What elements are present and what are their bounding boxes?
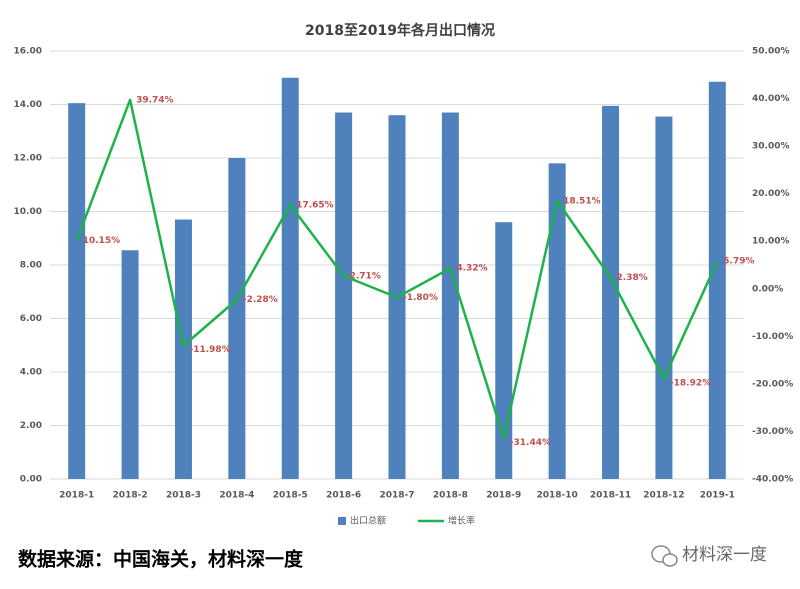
bar (548, 163, 566, 479)
x-tick-label: 2018-8 (433, 491, 468, 501)
x-tick-label: 2018-7 (379, 491, 414, 501)
y-tick-label: 8.00 (20, 261, 42, 271)
y2-tick-label: -10.00% (752, 332, 793, 342)
bar (441, 112, 459, 480)
x-tick-label: 2019-1 (700, 491, 735, 501)
legend-label: 出口总额 (350, 515, 386, 527)
value-label: -2.28% (243, 295, 278, 305)
x-tick-label: 2018-4 (219, 491, 254, 501)
y-tick-label: 10.00 (14, 207, 42, 217)
y-tick-label: 16.00 (14, 47, 42, 57)
bar (174, 219, 192, 479)
y-tick-label: 6.00 (20, 314, 42, 324)
y-tick-label: 2.00 (20, 421, 42, 431)
x-tick-label: 2018-1 (59, 491, 94, 501)
value-label: 5.79% (723, 257, 754, 267)
chart-title: 2018至2019年各月出口情况 (305, 22, 495, 39)
value-label: 4.32% (456, 264, 487, 274)
bar (68, 103, 86, 479)
y-tick-label: 12.00 (14, 154, 42, 164)
bar (602, 105, 620, 480)
legend-swatch (338, 517, 346, 525)
bar (335, 112, 353, 480)
watermark: 材料深一度 (682, 545, 767, 565)
value-label: 17.65% (296, 200, 334, 210)
y2-tick-label: 20.00% (752, 189, 790, 199)
y-tick-label: 0.00 (20, 475, 42, 485)
bar (655, 116, 673, 479)
y2-tick-label: -20.00% (752, 379, 793, 389)
x-tick-label: 2018-6 (326, 491, 361, 501)
bar (228, 158, 246, 479)
value-label: -1.80% (403, 293, 438, 303)
y2-tick-label: 0.00% (752, 284, 783, 294)
x-tick-label: 2018-12 (643, 491, 684, 501)
icon-bubble (662, 553, 678, 567)
y-tick-label: 4.00 (20, 368, 42, 378)
value-label: -31.44% (510, 438, 551, 448)
value-label: 18.51% (563, 196, 601, 206)
y2-tick-label: 10.00% (752, 237, 790, 247)
value-label: -11.98% (189, 345, 230, 355)
y2-tick-label: 50.00% (752, 47, 790, 57)
y-tick-label: 14.00 (14, 100, 42, 110)
line (75, 98, 719, 440)
value-label: 2.71% (350, 271, 381, 281)
source: 数据来源：中国海关，材料深一度 (18, 548, 304, 571)
bar (708, 81, 726, 479)
value-label: 2.38% (617, 273, 648, 283)
bar (281, 77, 299, 479)
watermark-icon (651, 545, 678, 567)
value-label: -18.92% (670, 378, 711, 388)
x-tick-label: 2018-9 (486, 491, 521, 501)
value-label: 39.74% (136, 95, 174, 105)
x-tick-label: 2018-2 (113, 491, 148, 501)
legend-label: 增长率 (448, 515, 475, 527)
y2-tick-label: -30.00% (752, 427, 793, 437)
bar (121, 250, 139, 479)
x-tick-label: 2018-10 (536, 491, 577, 501)
y2-tick-label: -40.00% (752, 475, 793, 485)
y2-tick-label: 30.00% (752, 142, 790, 152)
y2-tick-label: 40.00% (752, 94, 790, 104)
x-tick-label: 2018-11 (590, 491, 631, 501)
x-tick-label: 2018-3 (166, 491, 201, 501)
value-label: 10.15% (83, 236, 121, 246)
x-tick-label: 2018-5 (273, 491, 308, 501)
